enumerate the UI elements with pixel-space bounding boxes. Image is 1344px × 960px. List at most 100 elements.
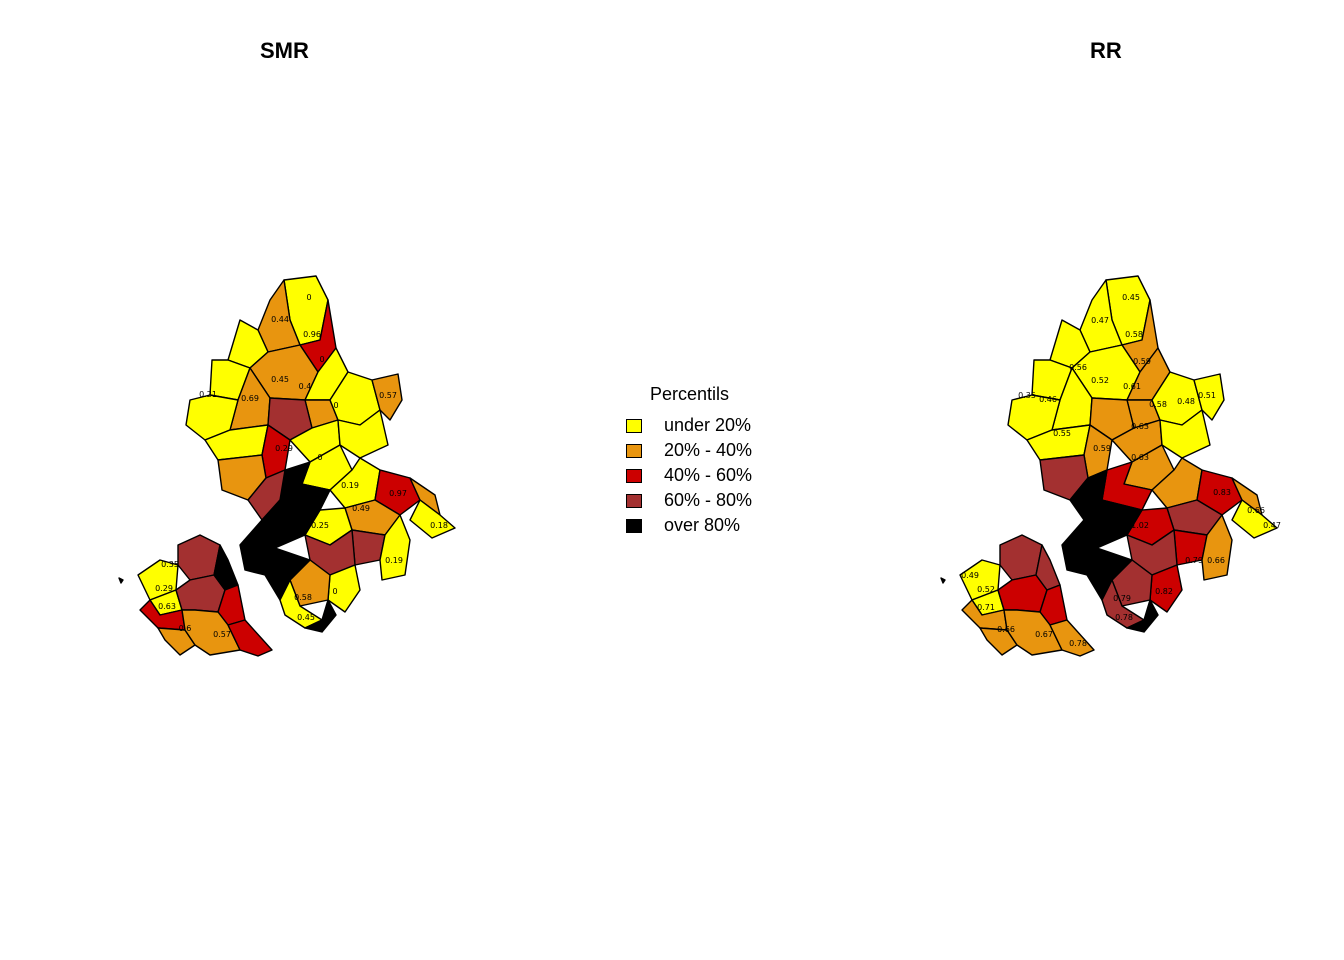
region-value-label: 0.29: [275, 444, 293, 453]
map-region: [379, 514, 411, 581]
region-value-label: 0.57: [379, 391, 397, 400]
map-region: [374, 469, 421, 516]
region-value-label: 0.66: [997, 625, 1015, 634]
region-value-label: 0: [319, 355, 324, 364]
map-region: [1196, 469, 1243, 516]
region-value-label: 0: [306, 293, 311, 302]
region-value-label: 0.45: [297, 613, 315, 622]
region-value-label: 0.19: [385, 556, 403, 565]
legend-label: over 80%: [664, 515, 741, 535]
rr-panel-title: RR: [1090, 38, 1122, 63]
legend-swatch: [626, 468, 642, 483]
map-region: [409, 499, 456, 539]
region-value-label: 0.46: [1039, 395, 1057, 404]
region-value-label: 0.55: [1053, 429, 1071, 438]
region-value-label: 0.78: [1069, 639, 1087, 648]
smr-panel-title: SMR: [260, 38, 309, 63]
map-region: [1069, 469, 1108, 521]
region-value-label: 0.58: [294, 593, 312, 602]
region-value-label: 0.45: [1122, 293, 1140, 302]
map-region: [118, 577, 124, 584]
legend-item: 40% - 60%: [626, 463, 752, 488]
region-value-label: 0.61: [1123, 382, 1141, 391]
rr-map: 0.45 0.47 0.58 0.59 0.52 0.61 0.46 0.58 …: [940, 275, 1281, 657]
region-value-label: 0.45: [271, 375, 289, 384]
region-value-label: 0.63: [1131, 453, 1149, 462]
region-value-label: 0.79: [1113, 594, 1131, 603]
map-region: [137, 559, 179, 601]
region-value-label: 0.35: [1018, 391, 1036, 400]
region-value-label: 0.48: [1177, 397, 1195, 406]
region-value-label: 0.83: [1213, 488, 1231, 497]
map-region: [371, 373, 403, 421]
region-value-label: 1.02: [1131, 521, 1149, 530]
legend-item: over 80%: [626, 513, 752, 538]
legend-title: Percentils: [650, 384, 730, 404]
region-value-label: 0.44: [271, 315, 289, 324]
map-region: [959, 559, 1001, 601]
region-value-label: 0.21: [199, 390, 217, 399]
region-value-label: 0.71: [977, 603, 995, 612]
map-region: [1035, 544, 1061, 591]
map-region: [1126, 599, 1159, 633]
map-region: [1193, 373, 1225, 421]
region-value-label: 0.66: [1247, 506, 1265, 515]
map-region: [247, 469, 286, 521]
legend-label: under 20%: [664, 415, 752, 435]
region-value-label: 0.67: [1035, 630, 1053, 639]
region-value-label: 0.52: [1091, 376, 1109, 385]
map-region: [1049, 619, 1095, 657]
region-value-label: 0.49: [961, 571, 979, 580]
region-value-label: 0.58: [1149, 400, 1167, 409]
map-region: [1201, 514, 1233, 581]
map-region: [227, 619, 273, 657]
region-value-label: 0.47: [1091, 316, 1109, 325]
region-value-label: 0.58: [1125, 330, 1143, 339]
legend-swatch: [626, 518, 642, 533]
region-value-label: 0.63: [158, 602, 176, 611]
map-region: [1086, 547, 1133, 601]
region-value-label: 0.19: [341, 481, 359, 490]
map-region: [304, 599, 337, 633]
region-value-label: 0.35: [161, 560, 179, 569]
region-value-label: 0: [317, 453, 322, 462]
region-value-label: 0.51: [1198, 391, 1216, 400]
map-region: [157, 627, 196, 656]
region-value-label: 0: [332, 587, 337, 596]
region-value-label: 0.4: [299, 382, 312, 391]
map-region: [979, 627, 1018, 656]
legend-swatch: [626, 418, 642, 433]
region-value-label: 0.69: [241, 394, 259, 403]
region-value-label: 0.59: [1093, 444, 1111, 453]
region-value-label: 0.96: [303, 330, 321, 339]
map-region: [940, 577, 946, 584]
legend-swatch: [626, 443, 642, 458]
region-value-label: 0.52: [977, 585, 995, 594]
region-value-label: 0.57: [213, 630, 231, 639]
legend-item: 60% - 80%: [626, 488, 752, 513]
legend-label: 40% - 60%: [664, 465, 753, 485]
legend-label: 60% - 80%: [664, 490, 753, 510]
region-value-label: 0.6: [179, 624, 192, 633]
region-value-label: 0.29: [155, 584, 173, 593]
region-value-label: 0.49: [352, 504, 370, 513]
region-value-label: 0: [333, 401, 338, 410]
region-value-label: 0.78: [1115, 613, 1133, 622]
region-value-label: 0.56: [1069, 363, 1087, 372]
region-value-label: 0.66: [1207, 556, 1225, 565]
region-value-label: 0.59: [1133, 357, 1151, 366]
region-value-label: 0.18: [430, 521, 448, 530]
map-region: [213, 544, 239, 591]
map-region: [1231, 499, 1278, 539]
region-value-label: 0.47: [1263, 521, 1281, 530]
legend-swatch: [626, 493, 642, 508]
region-value-label: 0.79: [1185, 556, 1203, 565]
legend-item: 20% - 40%: [626, 438, 752, 463]
legend-label: 20% - 40%: [664, 440, 753, 460]
smr-map: 0 0.44 0.96 0.45 0.69 0.4 0 0.57 0.21 0.…: [118, 275, 456, 657]
region-value-label: 0.82: [1155, 587, 1173, 596]
region-value-label: 0.97: [389, 489, 407, 498]
region-value-label: 0.25: [311, 521, 329, 530]
legend: Percentils under 20% 20% - 40% 40% - 60%…: [626, 384, 752, 538]
map-region: [264, 547, 311, 601]
